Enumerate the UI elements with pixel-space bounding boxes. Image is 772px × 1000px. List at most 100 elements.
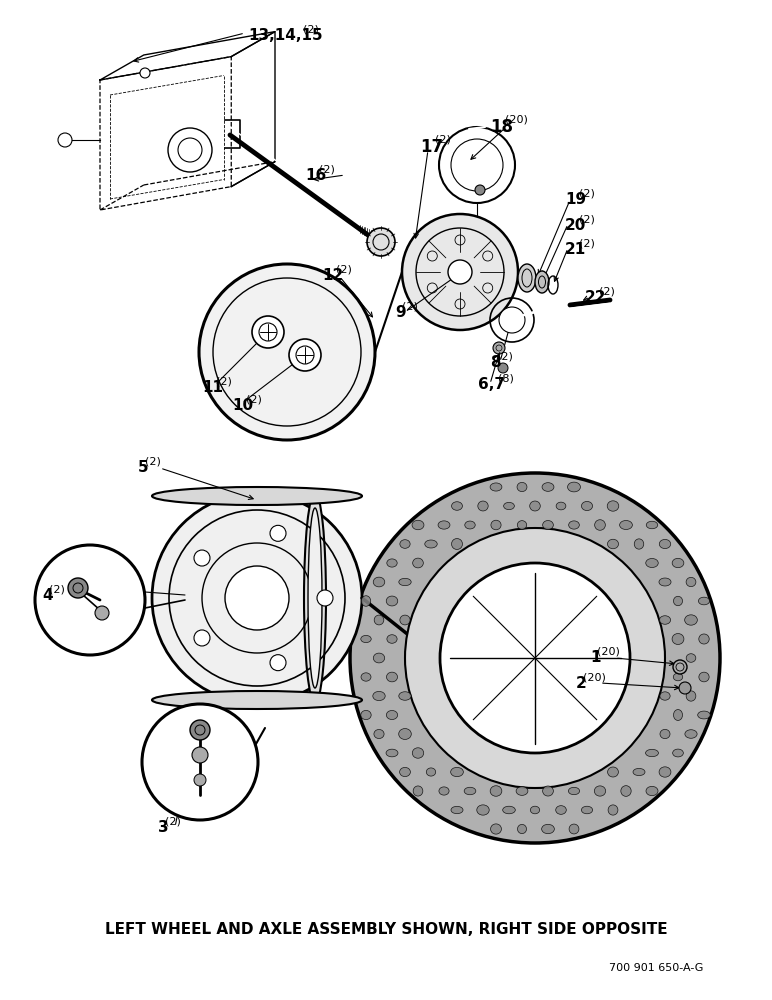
Ellipse shape bbox=[517, 521, 527, 529]
Circle shape bbox=[350, 473, 720, 843]
Circle shape bbox=[95, 606, 109, 620]
Circle shape bbox=[440, 563, 630, 753]
Ellipse shape bbox=[152, 691, 362, 709]
Circle shape bbox=[367, 228, 395, 256]
Text: (2): (2) bbox=[164, 817, 181, 827]
Circle shape bbox=[225, 566, 289, 630]
Text: 16: 16 bbox=[305, 168, 327, 183]
Ellipse shape bbox=[699, 634, 709, 644]
Ellipse shape bbox=[542, 824, 554, 834]
Circle shape bbox=[317, 590, 333, 606]
Ellipse shape bbox=[581, 806, 593, 814]
Ellipse shape bbox=[686, 691, 696, 701]
Ellipse shape bbox=[645, 749, 659, 757]
Text: 8: 8 bbox=[490, 355, 500, 370]
Circle shape bbox=[448, 260, 472, 284]
Circle shape bbox=[152, 493, 362, 703]
Ellipse shape bbox=[387, 635, 397, 643]
Text: 9: 9 bbox=[395, 305, 405, 320]
Ellipse shape bbox=[425, 540, 437, 548]
Text: 17: 17 bbox=[420, 138, 443, 156]
Ellipse shape bbox=[569, 824, 579, 834]
Text: (2): (2) bbox=[435, 134, 451, 144]
Text: (2): (2) bbox=[336, 265, 351, 275]
Text: 21: 21 bbox=[565, 242, 586, 257]
Ellipse shape bbox=[400, 540, 410, 548]
Ellipse shape bbox=[374, 729, 384, 739]
Ellipse shape bbox=[594, 786, 606, 796]
Ellipse shape bbox=[646, 521, 658, 529]
Ellipse shape bbox=[413, 786, 423, 796]
Text: 20: 20 bbox=[565, 218, 587, 233]
Ellipse shape bbox=[672, 634, 684, 644]
Circle shape bbox=[252, 316, 284, 348]
Ellipse shape bbox=[686, 577, 696, 587]
Ellipse shape bbox=[361, 635, 371, 643]
Circle shape bbox=[679, 682, 691, 694]
Ellipse shape bbox=[412, 748, 424, 758]
Ellipse shape bbox=[478, 501, 488, 511]
Ellipse shape bbox=[361, 673, 371, 681]
Circle shape bbox=[499, 307, 525, 333]
Ellipse shape bbox=[439, 787, 449, 795]
Ellipse shape bbox=[685, 730, 697, 738]
Ellipse shape bbox=[503, 502, 514, 510]
Text: (20): (20) bbox=[597, 647, 620, 657]
Ellipse shape bbox=[660, 729, 670, 739]
Ellipse shape bbox=[451, 767, 463, 777]
Text: 4: 4 bbox=[42, 588, 52, 603]
Ellipse shape bbox=[672, 558, 684, 568]
Ellipse shape bbox=[685, 615, 697, 625]
Text: (2): (2) bbox=[245, 395, 262, 405]
Ellipse shape bbox=[373, 691, 385, 701]
Text: 6,7: 6,7 bbox=[478, 377, 505, 392]
Text: 12: 12 bbox=[322, 268, 344, 283]
Ellipse shape bbox=[387, 559, 397, 567]
Ellipse shape bbox=[386, 749, 398, 757]
Ellipse shape bbox=[535, 271, 549, 293]
Text: 19: 19 bbox=[565, 192, 586, 207]
Circle shape bbox=[35, 545, 145, 655]
Ellipse shape bbox=[556, 806, 567, 814]
Text: (20): (20) bbox=[505, 114, 528, 124]
Text: (20): (20) bbox=[583, 673, 606, 683]
Ellipse shape bbox=[490, 786, 502, 796]
Ellipse shape bbox=[399, 692, 411, 700]
Text: 22: 22 bbox=[585, 290, 607, 305]
Ellipse shape bbox=[673, 673, 682, 681]
Ellipse shape bbox=[569, 521, 579, 529]
Ellipse shape bbox=[567, 482, 581, 492]
Ellipse shape bbox=[491, 520, 501, 530]
Ellipse shape bbox=[686, 654, 696, 662]
Circle shape bbox=[493, 342, 505, 354]
Ellipse shape bbox=[400, 615, 410, 625]
Ellipse shape bbox=[699, 672, 709, 682]
Ellipse shape bbox=[594, 520, 605, 530]
Text: 700 901 650-A-G: 700 901 650-A-G bbox=[609, 963, 703, 973]
Circle shape bbox=[58, 133, 72, 147]
Ellipse shape bbox=[517, 824, 527, 834]
Circle shape bbox=[68, 578, 88, 598]
Circle shape bbox=[402, 214, 518, 330]
Circle shape bbox=[140, 68, 150, 78]
Ellipse shape bbox=[398, 729, 411, 739]
Ellipse shape bbox=[374, 615, 384, 625]
Circle shape bbox=[194, 550, 210, 566]
Text: (2): (2) bbox=[145, 457, 161, 467]
Ellipse shape bbox=[621, 786, 631, 796]
Circle shape bbox=[194, 774, 206, 786]
Ellipse shape bbox=[387, 672, 398, 682]
Ellipse shape bbox=[308, 508, 322, 688]
Ellipse shape bbox=[152, 487, 362, 505]
Text: LEFT WHEEL AND AXLE ASSEMBLY SHOWN, RIGHT SIDE OPPOSITE: LEFT WHEEL AND AXLE ASSEMBLY SHOWN, RIGH… bbox=[105, 922, 667, 938]
Ellipse shape bbox=[361, 596, 371, 606]
Ellipse shape bbox=[659, 578, 671, 586]
Text: (2): (2) bbox=[49, 585, 65, 595]
Text: (2): (2) bbox=[497, 352, 513, 362]
Circle shape bbox=[673, 660, 687, 674]
Ellipse shape bbox=[374, 653, 384, 663]
Ellipse shape bbox=[673, 710, 682, 720]
Ellipse shape bbox=[452, 502, 462, 510]
Circle shape bbox=[498, 363, 508, 373]
Ellipse shape bbox=[386, 710, 398, 720]
